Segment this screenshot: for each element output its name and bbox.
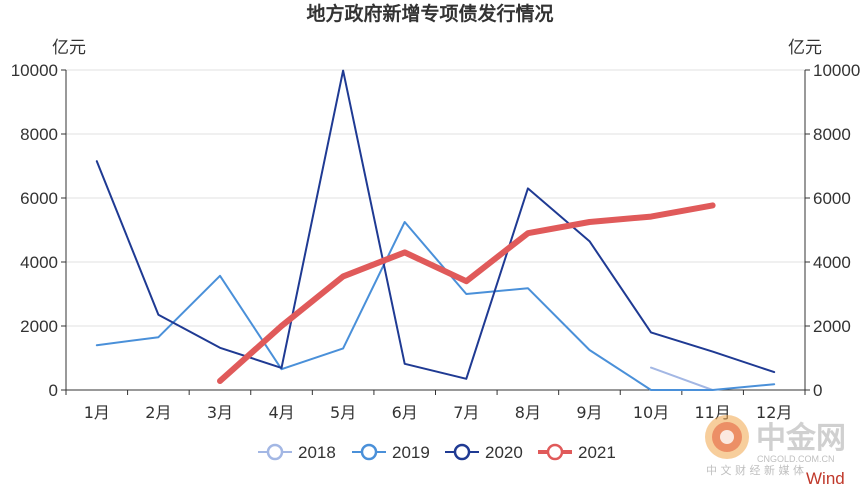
legend-item-2019[interactable]: 2019 [352,443,430,462]
y-tick-label-left: 0 [49,381,58,400]
legend-item-2018[interactable]: 2018 [258,443,336,462]
legend-marker-icon [546,443,564,461]
x-tick-label: 1月 [84,403,110,422]
cngold-logo-icon [705,415,749,459]
y-tick-label-left: 6000 [20,189,58,208]
x-tick-label: 2月 [145,403,171,422]
tick-labels: 0 0 2000 2000 4000 4000 6000 6000 8000 8000 10000 1… [11,61,860,422]
watermark-tagline: 中 文 财 经 新 媒 体 [706,463,804,477]
watermark: 中金网 CNGOLD.COM.CN 中 文 财 经 新 媒 体 Wind [705,415,846,487]
x-tick-label: 8月 [515,403,541,422]
y-tick-label-right: 0 [813,381,822,400]
x-tick-label: 3月 [207,403,233,422]
grid-lines [66,69,805,327]
x-tick-label: 10月 [633,403,669,422]
watermark-brand: 中金网 [756,421,846,456]
chart-title: 地方政府新增专项债发行情况 [306,2,553,25]
legend-item-2021[interactable]: 2021 [538,443,616,462]
series-line-2018 [650,366,714,391]
legend-marker-icon [360,443,378,461]
y-axis-left-unit: 亿元 [52,38,86,58]
watermark-source: Wind [806,469,845,487]
y-tick-label-right: 4000 [813,253,851,272]
y-tick-label-right: 6000 [813,189,851,208]
x-tick-label: 7月 [453,403,479,422]
series-lines [95,69,776,391]
x-tick-label: 9月 [576,403,602,422]
y-tick-label-right: 10000 [813,61,860,80]
x-tick-label: 5月 [330,403,356,422]
y-tick-label-right: 2000 [813,317,851,336]
legend-item-2020[interactable]: 2020 [445,443,523,462]
y-axis-right-unit: 亿元 [788,38,822,58]
series-line-2019 [95,221,776,391]
y-tick-label-left: 8000 [20,125,58,144]
legend-marker-icon [266,443,284,461]
legend[interactable]: 2018 2019 2020 2021 [258,443,616,462]
x-tick-label: 4月 [268,403,294,422]
legend-label: 2018 [298,443,336,462]
x-tick-label: 12月 [756,403,792,422]
legend-label: 2019 [392,443,430,462]
legend-marker-icon [453,443,471,461]
series-line-2021 [217,202,716,384]
x-tick-label: 6月 [392,403,418,422]
y-tick-label-left: 2000 [20,317,58,336]
legend-label: 2020 [485,443,523,462]
series-line-2020 [95,69,776,380]
watermark-domain: CNGOLD.COM.CN [757,454,835,464]
y-tick-label-left: 10000 [11,61,58,80]
y-tick-label-left: 4000 [20,253,58,272]
legend-label: 2021 [578,443,616,462]
y-tick-label-right: 8000 [813,125,851,144]
